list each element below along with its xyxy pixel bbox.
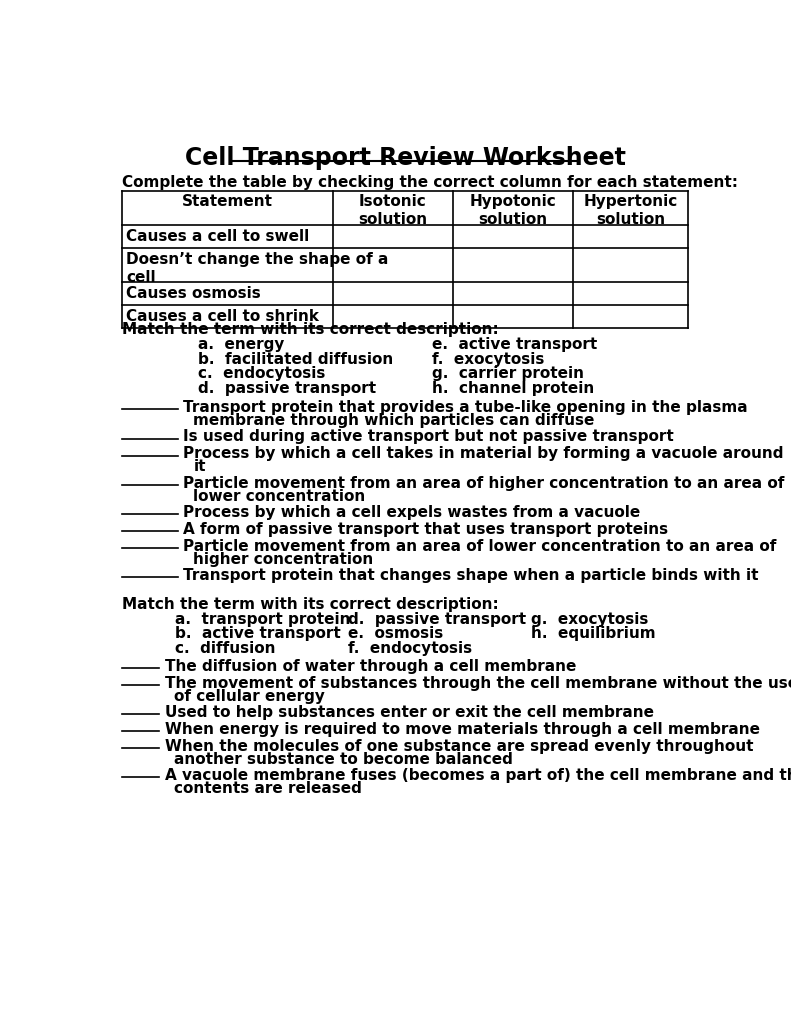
Text: The diffusion of water through a cell membrane: The diffusion of water through a cell me… xyxy=(165,658,576,674)
Text: b.  active transport: b. active transport xyxy=(175,627,341,641)
Text: e.  osmosis: e. osmosis xyxy=(348,627,444,641)
Text: Particle movement from an area of lower concentration to an area of: Particle movement from an area of lower … xyxy=(183,539,776,554)
Text: Hypertonic
solution: Hypertonic solution xyxy=(584,195,678,227)
Text: another substance to become balanced: another substance to become balanced xyxy=(174,752,513,767)
Text: d.  passive transport: d. passive transport xyxy=(348,611,527,627)
Text: membrane through which particles can diffuse: membrane through which particles can dif… xyxy=(194,413,595,428)
Text: d.  passive transport: d. passive transport xyxy=(198,381,377,396)
Text: Hypotonic
solution: Hypotonic solution xyxy=(470,195,557,227)
Text: A vacuole membrane fuses (becomes a part of) the cell membrane and the: A vacuole membrane fuses (becomes a part… xyxy=(165,768,791,783)
Text: Causes a cell to shrink: Causes a cell to shrink xyxy=(126,309,319,325)
Text: h.  equilibrium: h. equilibrium xyxy=(532,627,656,641)
Text: Isotonic
solution: Isotonic solution xyxy=(358,195,428,227)
Text: A form of passive transport that uses transport proteins: A form of passive transport that uses tr… xyxy=(183,522,668,537)
Text: Transport protein that provides a tube-like opening in the plasma: Transport protein that provides a tube-l… xyxy=(183,400,747,415)
Text: a.  energy: a. energy xyxy=(198,337,285,352)
Text: Used to help substances enter or exit the cell membrane: Used to help substances enter or exit th… xyxy=(165,705,653,720)
Text: of cellular energy: of cellular energy xyxy=(174,689,325,703)
Text: c.  diffusion: c. diffusion xyxy=(175,641,275,656)
Text: lower concentration: lower concentration xyxy=(194,488,365,504)
Text: Doesn’t change the shape of a
cell: Doesn’t change the shape of a cell xyxy=(126,252,388,285)
Text: Process by which a cell takes in material by forming a vacuole around: Process by which a cell takes in materia… xyxy=(183,446,783,461)
Text: g.  carrier protein: g. carrier protein xyxy=(432,367,584,381)
Text: Causes osmosis: Causes osmosis xyxy=(126,286,261,301)
Text: Match the term with its correct description:: Match the term with its correct descript… xyxy=(122,322,499,337)
Text: When the molecules of one substance are spread evenly throughout: When the molecules of one substance are … xyxy=(165,739,753,754)
Text: When energy is required to move materials through a cell membrane: When energy is required to move material… xyxy=(165,722,759,737)
Text: b.  facilitated diffusion: b. facilitated diffusion xyxy=(198,351,393,367)
Text: a.  transport protein: a. transport protein xyxy=(175,611,350,627)
Text: Particle movement from an area of higher concentration to an area of: Particle movement from an area of higher… xyxy=(183,475,784,490)
Text: Is used during active transport but not passive transport: Is used during active transport but not … xyxy=(183,429,673,444)
Text: c.  endocytosis: c. endocytosis xyxy=(198,367,325,381)
Text: e.  active transport: e. active transport xyxy=(432,337,597,352)
Text: Transport protein that changes shape when a particle binds with it: Transport protein that changes shape whe… xyxy=(183,568,758,583)
Text: Statement: Statement xyxy=(182,195,273,210)
Text: it: it xyxy=(194,460,206,474)
Text: Causes a cell to swell: Causes a cell to swell xyxy=(126,229,309,244)
Text: Cell Transport Review Worksheet: Cell Transport Review Worksheet xyxy=(184,146,626,170)
Text: contents are released: contents are released xyxy=(174,781,362,797)
Text: h.  channel protein: h. channel protein xyxy=(432,381,594,396)
Text: Complete the table by checking the correct column for each statement:: Complete the table by checking the corre… xyxy=(122,175,738,190)
Text: Match the term with its correct description:: Match the term with its correct descript… xyxy=(122,597,499,612)
Text: f.  exocytosis: f. exocytosis xyxy=(432,351,544,367)
Text: Process by which a cell expels wastes from a vacuole: Process by which a cell expels wastes fr… xyxy=(183,505,640,520)
Text: f.  endocytosis: f. endocytosis xyxy=(348,641,472,656)
Text: The movement of substances through the cell membrane without the use: The movement of substances through the c… xyxy=(165,676,791,691)
Text: g.  exocytosis: g. exocytosis xyxy=(532,611,649,627)
Text: higher concentration: higher concentration xyxy=(194,552,373,566)
